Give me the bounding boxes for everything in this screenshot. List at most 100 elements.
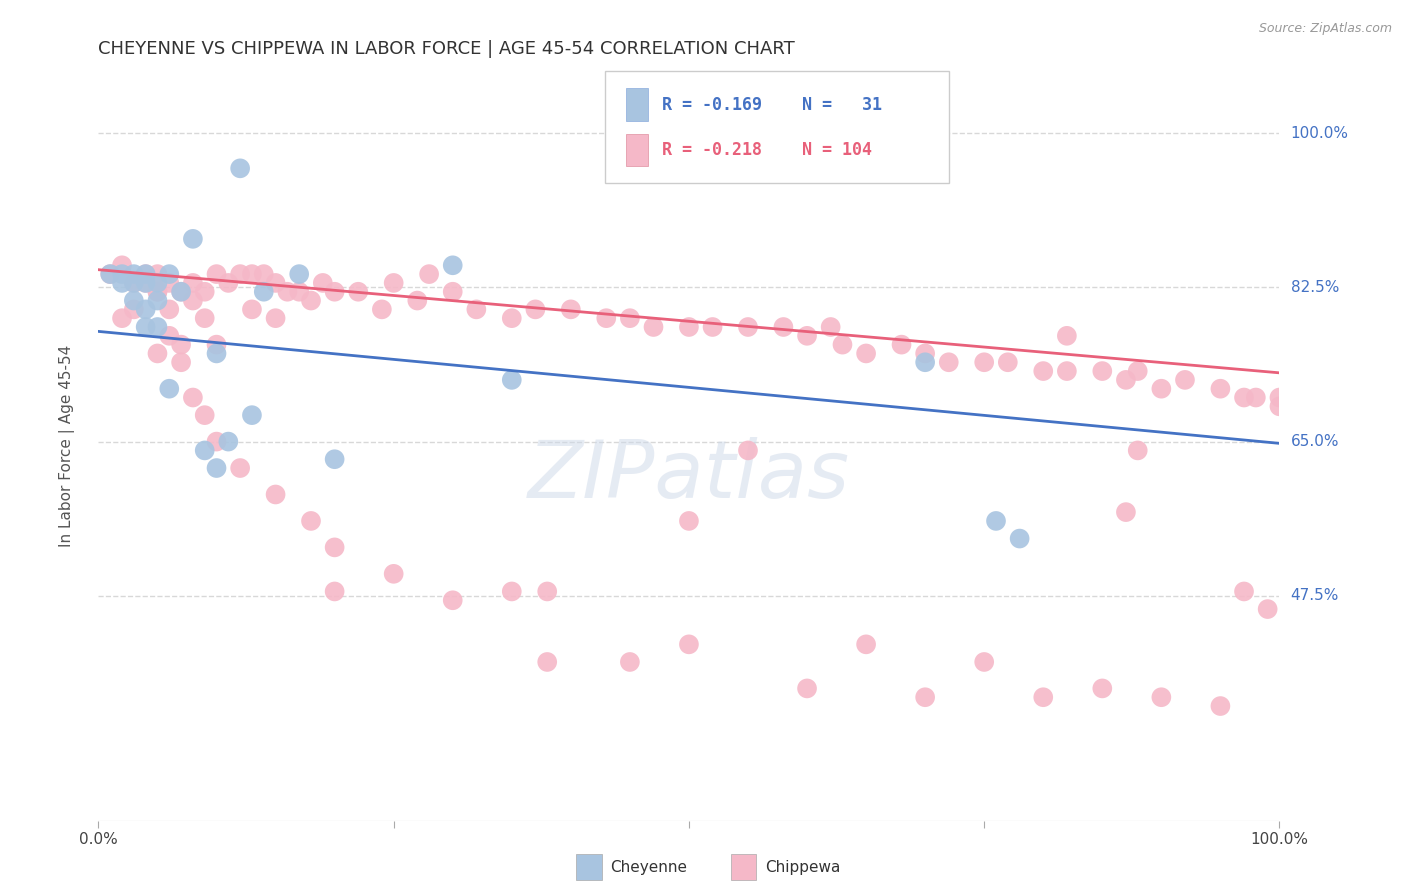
- Text: R = -0.169    N =   31: R = -0.169 N = 31: [662, 95, 882, 113]
- Point: [146, 285, 169, 299]
- Text: 100.0%: 100.0%: [1291, 126, 1348, 141]
- Point: [146, 346, 169, 360]
- Point: [135, 302, 157, 317]
- Point: [157, 302, 180, 317]
- Point: [122, 302, 145, 317]
- Point: [1056, 364, 1078, 378]
- Point: [194, 408, 217, 422]
- Point: [560, 302, 582, 317]
- Point: [146, 267, 169, 281]
- Point: [501, 584, 523, 599]
- Point: [146, 320, 169, 334]
- Point: [205, 434, 228, 449]
- Point: [371, 302, 394, 317]
- Point: [1008, 532, 1031, 546]
- Point: [1174, 373, 1197, 387]
- Point: [820, 320, 842, 334]
- Point: [170, 355, 193, 369]
- Point: [253, 285, 276, 299]
- Text: CHEYENNE VS CHIPPEWA IN LABOR FORCE | AGE 45-54 CORRELATION CHART: CHEYENNE VS CHIPPEWA IN LABOR FORCE | AG…: [98, 40, 796, 58]
- Point: [1115, 373, 1137, 387]
- Point: [122, 276, 145, 290]
- Point: [1032, 690, 1054, 705]
- Point: [1032, 364, 1054, 378]
- Point: [441, 285, 464, 299]
- Text: Source: ZipAtlas.com: Source: ZipAtlas.com: [1258, 22, 1392, 36]
- Point: [1126, 443, 1149, 458]
- Point: [253, 267, 276, 281]
- Point: [194, 285, 217, 299]
- Y-axis label: In Labor Force | Age 45-54: In Labor Force | Age 45-54: [59, 345, 75, 547]
- Point: [1233, 584, 1256, 599]
- Point: [146, 293, 169, 308]
- Text: Cheyenne: Cheyenne: [610, 860, 688, 874]
- Point: [170, 285, 193, 299]
- Point: [1126, 364, 1149, 378]
- Point: [1268, 391, 1291, 405]
- Point: [312, 276, 335, 290]
- Text: 47.5%: 47.5%: [1291, 589, 1339, 603]
- Point: [1209, 699, 1232, 714]
- Point: [122, 293, 145, 308]
- Point: [111, 258, 134, 272]
- Point: [205, 267, 228, 281]
- Point: [914, 346, 936, 360]
- Point: [217, 276, 239, 290]
- Point: [135, 267, 157, 281]
- Point: [406, 293, 429, 308]
- Point: [678, 514, 700, 528]
- Point: [737, 443, 759, 458]
- Point: [170, 285, 193, 299]
- Point: [157, 382, 180, 396]
- Point: [135, 276, 157, 290]
- Point: [1244, 391, 1267, 405]
- Point: [914, 690, 936, 705]
- Point: [205, 337, 228, 351]
- Point: [831, 337, 853, 351]
- Point: [938, 355, 960, 369]
- Point: [135, 320, 157, 334]
- Point: [205, 461, 228, 475]
- Point: [181, 276, 204, 290]
- Point: [1233, 391, 1256, 405]
- Point: [135, 267, 157, 281]
- Point: [619, 655, 641, 669]
- Point: [984, 514, 1007, 528]
- Point: [914, 355, 936, 369]
- Point: [1091, 681, 1114, 696]
- Text: ZIPatlas: ZIPatlas: [527, 437, 851, 515]
- Point: [240, 267, 263, 281]
- Point: [382, 276, 405, 290]
- Point: [299, 514, 322, 528]
- Point: [678, 637, 700, 651]
- Point: [1150, 382, 1173, 396]
- Point: [229, 161, 252, 176]
- Point: [299, 293, 322, 308]
- Point: [772, 320, 794, 334]
- Point: [855, 346, 877, 360]
- Point: [1115, 505, 1137, 519]
- Point: [1257, 602, 1279, 616]
- Text: Chippewa: Chippewa: [765, 860, 841, 874]
- Point: [1268, 400, 1291, 414]
- Point: [146, 276, 169, 290]
- Point: [890, 337, 912, 351]
- Point: [323, 584, 346, 599]
- Point: [678, 320, 700, 334]
- Point: [111, 267, 134, 281]
- Point: [796, 328, 818, 343]
- Point: [441, 258, 464, 272]
- Point: [194, 443, 217, 458]
- Point: [323, 452, 346, 467]
- Text: 65.0%: 65.0%: [1291, 434, 1339, 449]
- Point: [122, 276, 145, 290]
- Point: [264, 276, 287, 290]
- Point: [181, 232, 204, 246]
- Point: [796, 681, 818, 696]
- Point: [619, 311, 641, 326]
- Point: [264, 311, 287, 326]
- Point: [418, 267, 440, 281]
- Point: [181, 293, 204, 308]
- Point: [146, 285, 169, 299]
- Point: [170, 337, 193, 351]
